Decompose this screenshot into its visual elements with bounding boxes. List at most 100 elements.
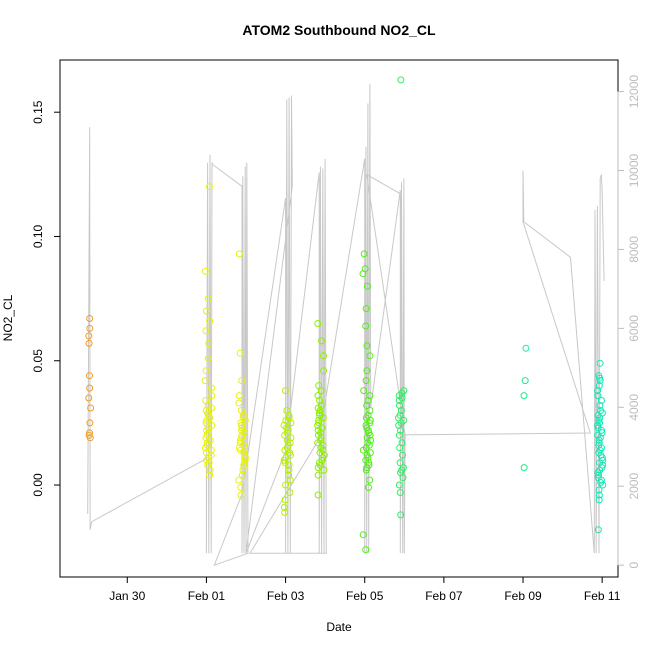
x-tick-label: Feb 11 [584,589,621,603]
data-point [362,546,370,554]
data-point [596,402,604,409]
data-point [362,305,370,313]
data-point [208,384,215,392]
data-point [359,531,367,539]
data-point [362,466,370,474]
x-axis: Jan 30 Feb 01 Feb 03 Feb 05 Feb 07 Feb 09 Feb … [109,576,621,603]
data-point [522,344,530,352]
y-tick-label-right: 2000 [627,473,641,500]
data-point [287,419,295,427]
y-tick-label-left: 0.10 [31,224,45,248]
data-point [365,484,372,491]
data-point [238,377,246,385]
data-point [520,464,528,472]
data-point [282,387,289,395]
data-point [235,399,243,407]
data-point [238,421,246,429]
data-point [205,339,213,347]
data-point [362,322,370,330]
data-point [363,464,371,472]
data-point [397,76,405,84]
data-point [206,471,213,479]
data-point [399,474,407,482]
data-point [521,377,529,385]
data-point [594,387,602,395]
data-point [201,377,209,385]
data-point [206,317,214,325]
data-point [314,392,322,400]
y-tick-label-right: 4000 [627,394,641,421]
data-point [594,392,602,400]
y-tick-label-right: 10000 [627,153,641,187]
data-point [201,267,209,275]
data-point [594,526,602,534]
data-point [281,496,289,504]
data-point [317,387,325,395]
y-tick-label-left: 0.15 [31,100,45,124]
data-point [286,489,294,496]
data-point [314,426,322,434]
data-point [236,436,244,444]
data-point [237,491,245,499]
data-point [315,416,323,424]
data-point [595,382,603,390]
data-point [202,327,210,335]
data-point [286,476,294,484]
y-axis-left: 0.00 0.05 0.10 0.15 [31,100,61,497]
data-point [360,250,368,258]
data-point [208,404,216,412]
data-point [317,434,325,442]
data-point [285,466,293,474]
data-point [363,342,371,350]
data-point [320,352,327,360]
data-point [204,295,212,303]
data-point [85,332,93,340]
data-point [285,411,293,419]
data-point [366,476,374,484]
y-tick-label-right: 12000 [627,75,641,109]
data-point [396,459,404,467]
x-axis-label: Date [326,620,352,634]
data-point [397,426,404,434]
data-point [203,426,210,434]
data-point [595,436,603,444]
data-point [238,431,246,439]
y-tick-label-right: 8000 [627,236,641,263]
points-layer [85,76,607,554]
data-point [282,481,290,489]
data-point [85,394,93,402]
data-point [395,481,403,489]
data-point [598,397,605,404]
data-point [86,384,94,392]
x-tick-label: Feb 05 [346,589,384,603]
data-point [85,339,93,347]
data-point [363,402,371,409]
data-point [599,481,607,489]
data-point [235,476,243,484]
data-point [86,434,94,442]
data-point [595,491,603,499]
data-point [596,359,604,367]
data-point [241,454,249,462]
data-point [241,456,249,464]
data-point [359,446,367,454]
data-point [236,349,244,357]
data-point [206,183,213,191]
data-point [320,466,328,474]
data-point [238,471,246,479]
data-point [595,496,603,504]
secondary-line [87,83,605,567]
data-point [239,466,247,474]
data-point [235,392,243,400]
data-point [596,377,604,385]
data-point [395,397,403,404]
data-point [86,315,94,322]
data-point [360,387,368,395]
data-point [364,397,372,404]
data-point [595,486,603,494]
data-point [281,508,289,516]
data-point [285,471,293,479]
data-point [314,471,322,479]
x-tick-label: Feb 09 [504,589,542,603]
y-axis-right: 0 2000 4000 6000 8000 10000 12000 [617,75,641,569]
